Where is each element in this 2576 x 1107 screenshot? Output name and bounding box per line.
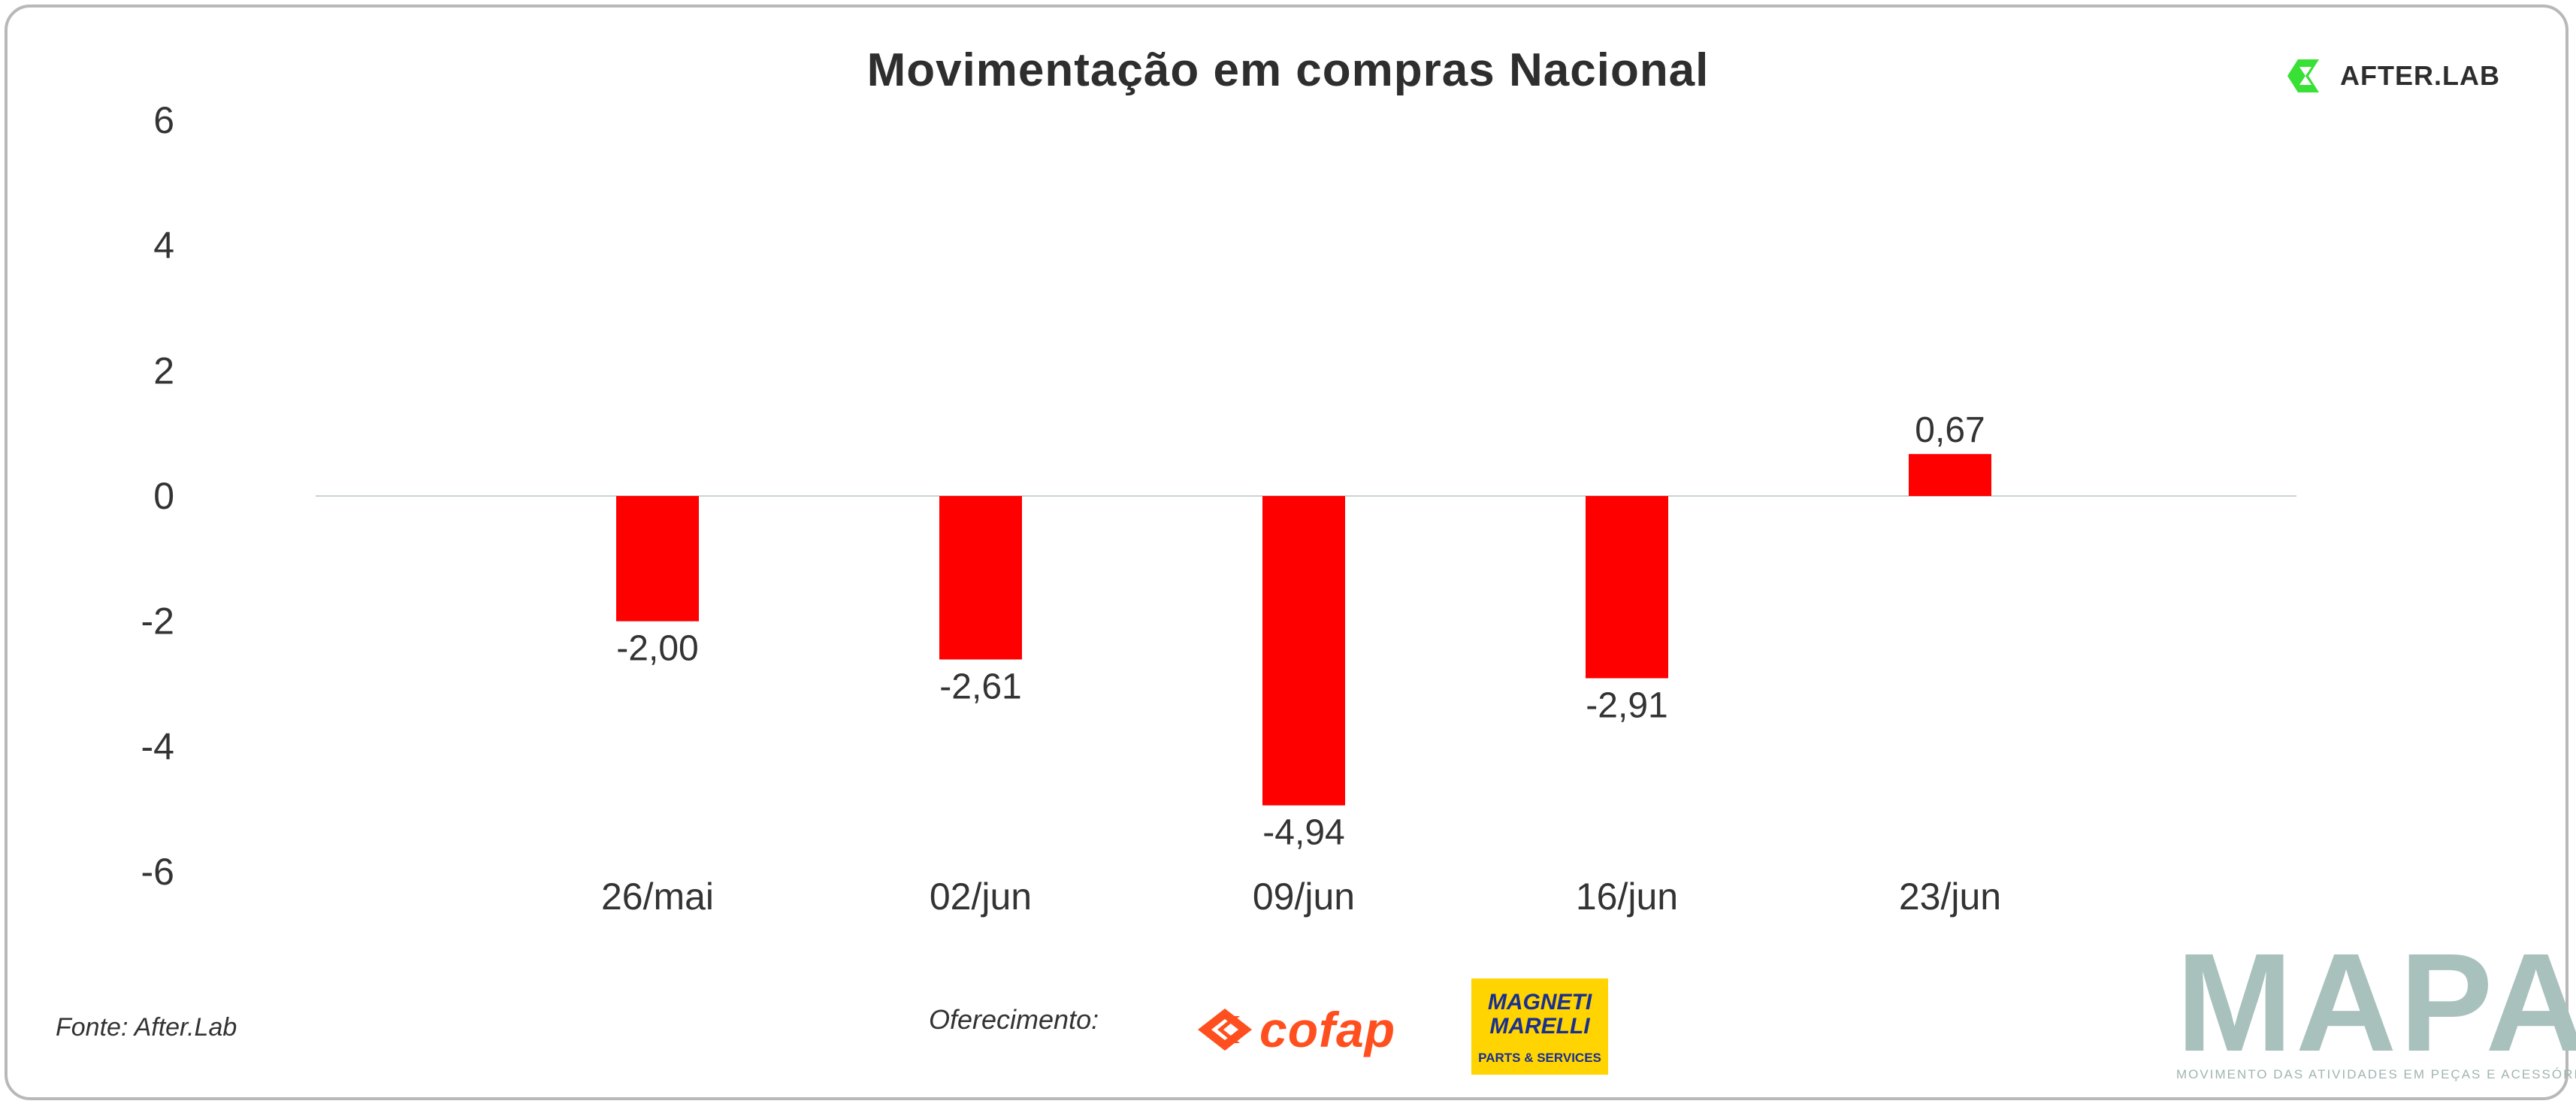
mapa-logo-tagline: MOVIMENTO DAS ATIVIDADES EM PEÇAS E ACES…: [2176, 1067, 2576, 1081]
x-tick-label: 23/jun: [1899, 876, 2001, 918]
magneti-marelli-name: MAGNETI MARELLI: [1471, 991, 1608, 1039]
data-label: -2,61: [939, 667, 1021, 707]
bar-series: [616, 454, 1991, 806]
chart-title: Movimentação em compras Nacional: [866, 44, 1710, 96]
y-tick-label: 4: [153, 225, 174, 267]
mapa-logo: MAPA MOVIMENTO DAS ATIVIDADES EM PEÇAS E…: [2176, 925, 2576, 1082]
cofap-logo-icon: [1198, 1009, 1252, 1051]
magneti-line2: MARELLI: [1489, 1014, 1590, 1039]
data-label: 0,67: [1915, 410, 1985, 450]
afterlab-logo-text: AFTER.LAB: [2340, 60, 2500, 91]
source-note: Fonte: After.Lab: [56, 1013, 237, 1042]
x-tick-label: 09/jun: [1253, 876, 1355, 918]
y-tick-label: -6: [141, 851, 174, 893]
y-axis: 6 4 2 0 -2 -4 -6: [141, 99, 174, 893]
afterlab-logo-icon: [2287, 59, 2319, 92]
x-tick-label: 26/mai: [601, 876, 714, 918]
bar: [616, 496, 699, 622]
x-tick-label: 02/jun: [930, 876, 1032, 918]
bar: [939, 496, 1022, 660]
data-label: -4,94: [1262, 813, 1344, 853]
data-label: -2,91: [1586, 686, 1667, 726]
magneti-line1: MAGNETI: [1487, 990, 1592, 1015]
afterlab-logo: AFTER.LAB: [2283, 54, 2508, 98]
bar: [1262, 496, 1345, 806]
y-tick-label: 0: [153, 475, 174, 517]
x-axis: 26/mai 02/jun 09/jun 16/jun 23/jun: [601, 876, 2001, 918]
cofap-logo: cofap: [1195, 1000, 1395, 1060]
bar: [1586, 496, 1668, 679]
y-tick-label: 6: [153, 99, 174, 141]
magneti-marelli-subtitle: PARTS & SERVICES: [1478, 1051, 1601, 1065]
data-label: -2,00: [616, 629, 698, 669]
data-labels: -2,00 -2,61 -4,94 -2,91 0,67: [616, 410, 1985, 852]
mapa-logo-text: MAPA: [2176, 925, 2576, 1081]
sponsor-label: Oferecimento:: [929, 1004, 1099, 1035]
bar: [1909, 454, 1991, 496]
cofap-logo-text: cofap: [1259, 1002, 1396, 1057]
x-tick-label: 16/jun: [1576, 876, 1678, 918]
y-tick-label: -2: [141, 600, 174, 643]
y-tick-label: -4: [141, 725, 174, 767]
magneti-marelli-logo: MAGNETI MARELLI PARTS & SERVICES: [1471, 978, 1608, 1075]
y-tick-label: 2: [153, 349, 174, 392]
